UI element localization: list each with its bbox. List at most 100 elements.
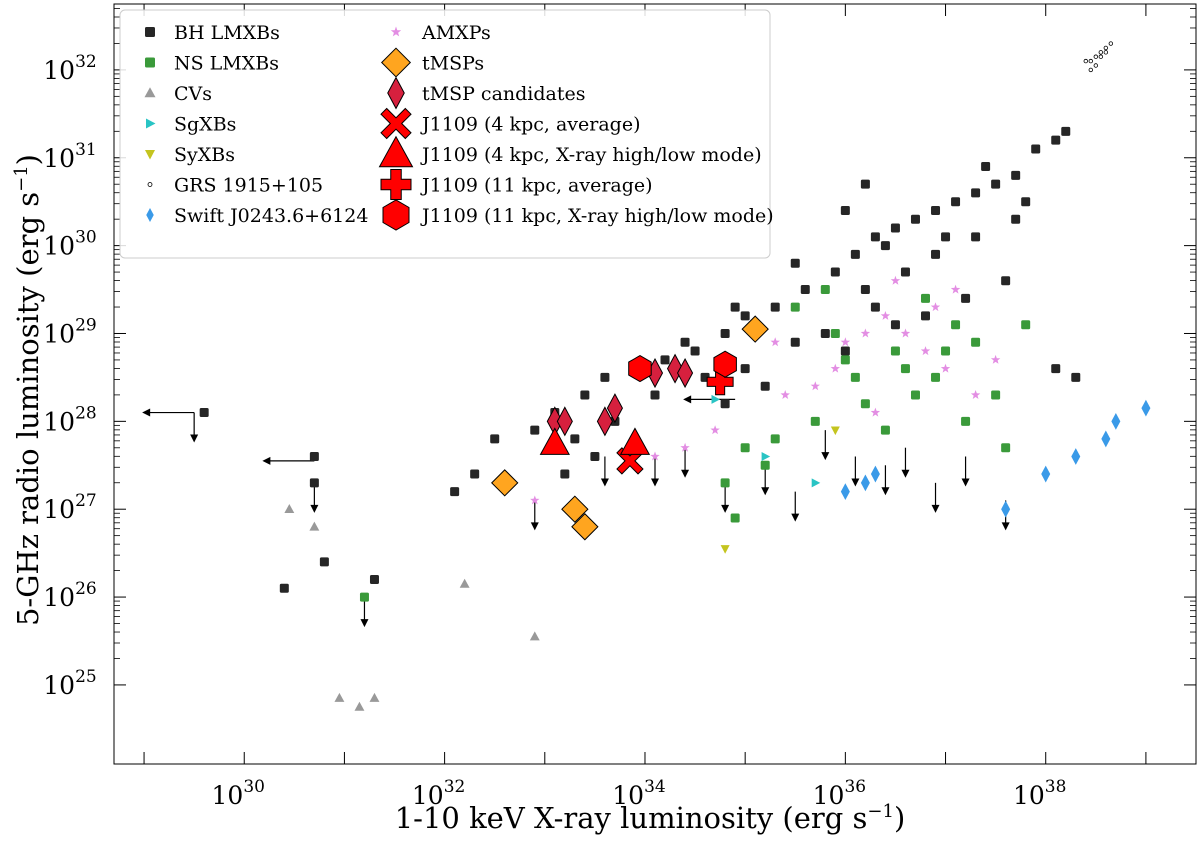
legend-item-syxbs: SyXBs — [145, 144, 235, 166]
data-point — [800, 285, 810, 295]
legend-label: CVs — [174, 83, 212, 105]
upper-limit-arrow — [651, 456, 659, 487]
x-axis-label: 1-10 keV X-ray luminosity (erg s−1) — [395, 801, 906, 835]
legend-marker — [145, 27, 155, 37]
data-point — [1071, 448, 1081, 465]
data-point — [951, 197, 961, 207]
data-point — [539, 427, 570, 455]
data-point — [713, 350, 737, 378]
data-point — [941, 346, 951, 356]
legend-item-bh-lmxbs: BH LMXBs — [145, 22, 280, 44]
data-point — [369, 692, 380, 702]
x-tick-label: 1038 — [1013, 777, 1066, 810]
data-point — [790, 302, 800, 312]
legend-box — [119, 9, 771, 259]
data-point — [870, 407, 881, 417]
legend-label: BH LMXBs — [174, 22, 280, 44]
data-point — [711, 394, 721, 404]
data-point — [284, 504, 295, 514]
data-point — [199, 408, 209, 418]
data-point — [890, 223, 900, 233]
legend-marker — [390, 26, 402, 37]
legend-item-cvs: CVs — [144, 83, 212, 105]
data-point — [1083, 58, 1088, 64]
data-point — [529, 631, 540, 641]
plot-frame — [113, 3, 1197, 765]
series-sgxbs — [711, 394, 821, 488]
data-point — [309, 451, 319, 461]
data-point — [561, 495, 589, 523]
data-point — [840, 205, 850, 215]
data-point — [830, 267, 840, 277]
y-tick-label: 1032 — [43, 52, 96, 85]
legend-item-ns-lmxbs: NS LMXBs — [145, 53, 279, 75]
legend-label: J1109 (11 kpc, average) — [420, 175, 653, 197]
data-point — [850, 249, 860, 259]
data-point — [931, 249, 941, 259]
upper-limit-arrow — [931, 482, 940, 513]
series-j1109-11-kpc-x-ray-high-low-mode — [628, 350, 737, 383]
data-point — [1051, 364, 1061, 374]
data-point — [991, 179, 1001, 189]
data-point — [1021, 197, 1031, 207]
data-point — [840, 483, 850, 501]
data-point — [770, 302, 780, 312]
data-point — [319, 557, 329, 567]
data-point — [810, 416, 820, 426]
data-point — [961, 293, 971, 303]
data-point — [740, 364, 750, 374]
data-point — [369, 574, 379, 584]
data-point — [596, 406, 613, 437]
data-point — [309, 521, 320, 531]
x-tick-label: 1036 — [813, 777, 866, 810]
data-point — [971, 232, 981, 242]
data-point — [359, 592, 369, 602]
legend-item-j1109-11-kpc-x-ray-high-low-mode: J1109 (11 kpc, X-ray high/low mode) — [382, 199, 774, 231]
series-cvs — [284, 504, 540, 711]
data-point — [650, 451, 660, 461]
data-point — [1088, 58, 1094, 64]
data-point — [880, 425, 890, 435]
data-point — [1011, 170, 1021, 180]
data-point — [770, 337, 780, 347]
upper-limit-arrow — [791, 491, 800, 522]
upper-limit-arrow — [961, 456, 970, 487]
legend-item-j1109-11-kpc-average: J1109 (11 kpc, average) — [380, 169, 653, 200]
data-point — [961, 416, 971, 426]
legend-item-j1109-4-kpc-x-ray-high-low-mode: J1109 (4 kpc, X-ray high/low mode) — [378, 135, 762, 168]
data-point — [991, 390, 1001, 400]
series-grs-1915-105 — [1083, 41, 1114, 73]
data-point — [950, 284, 961, 294]
data-point — [279, 583, 289, 593]
data-point — [900, 267, 910, 277]
series-bh-lmxbs — [199, 126, 1081, 593]
data-point — [600, 372, 610, 382]
data-point — [931, 205, 941, 215]
data-point — [560, 469, 570, 479]
data-point — [470, 469, 480, 479]
data-point — [1141, 399, 1151, 417]
data-point — [556, 406, 573, 437]
data-point — [790, 258, 800, 268]
data-point — [740, 443, 750, 453]
data-point — [680, 337, 690, 347]
data-point — [810, 381, 820, 391]
data-point — [1051, 135, 1061, 145]
data-point — [1031, 144, 1041, 154]
legend-marker — [145, 150, 155, 160]
upper-limit-arrow — [851, 456, 860, 487]
legend-item-tmsps: tMSPs — [380, 47, 484, 78]
data-marks — [142, 41, 1151, 711]
upper-limit-arrow — [821, 430, 830, 461]
data-point — [650, 390, 660, 400]
legend-label: tMSP candidates — [422, 83, 586, 105]
legend-label: GRS 1915+105 — [174, 175, 323, 197]
data-point — [860, 285, 870, 295]
y-tick-label: 1027 — [43, 491, 96, 524]
data-point — [770, 434, 780, 444]
data-point — [530, 425, 540, 435]
data-point — [940, 363, 951, 373]
y-tick-label: 1028 — [43, 403, 96, 436]
data-point — [720, 399, 730, 409]
